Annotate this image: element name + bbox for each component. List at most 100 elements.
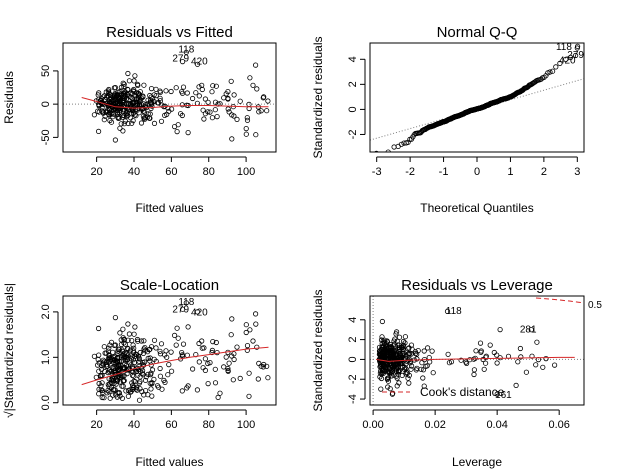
data-point	[517, 345, 524, 352]
data-point	[122, 354, 128, 360]
data-point	[121, 83, 127, 90]
data-point	[148, 86, 155, 92]
data-point	[210, 83, 216, 89]
data-point	[96, 90, 102, 96]
data-point	[128, 94, 134, 100]
data-point	[119, 101, 126, 107]
y-tick-label: 2	[347, 337, 359, 343]
data-point	[132, 73, 138, 79]
data-point	[264, 108, 270, 114]
data-point	[133, 113, 139, 119]
data-point	[163, 88, 169, 94]
data-point	[105, 387, 111, 394]
data-point	[180, 306, 186, 312]
point-annotation: 279	[567, 50, 584, 61]
plot-area	[63, 49, 276, 143]
y-tick-label: 50	[40, 65, 52, 77]
data-point	[115, 99, 121, 105]
data-point	[115, 377, 121, 383]
data-point	[255, 376, 261, 382]
data-point	[141, 338, 147, 344]
data-point	[190, 95, 196, 102]
data-point	[243, 126, 249, 132]
data-point	[137, 368, 143, 375]
data-point	[213, 339, 219, 346]
data-point	[106, 90, 112, 96]
data-point	[226, 360, 232, 366]
data-point	[201, 116, 207, 122]
data-point	[120, 80, 126, 86]
data-point	[110, 371, 116, 377]
y-tick-label: 4	[347, 56, 359, 62]
data-point	[108, 339, 115, 345]
data-point	[131, 78, 137, 84]
x-tick-label: 40	[128, 166, 140, 178]
data-point	[395, 143, 401, 149]
data-point	[130, 342, 136, 348]
data-point	[112, 353, 118, 360]
data-point	[96, 368, 102, 374]
data-point	[142, 377, 149, 383]
data-point	[115, 89, 121, 95]
data-point	[194, 387, 200, 393]
plot-box	[369, 295, 585, 406]
point-annotation: 279	[172, 305, 189, 316]
data-point	[111, 85, 118, 91]
data-point	[121, 340, 127, 346]
data-point	[253, 132, 259, 138]
data-point	[110, 392, 116, 398]
data-point	[134, 384, 140, 390]
data-point	[116, 115, 122, 121]
data-point	[444, 308, 451, 314]
data-point	[394, 375, 400, 381]
x-tick-label: 0	[474, 166, 480, 178]
data-point	[147, 92, 153, 99]
data-point	[209, 349, 215, 356]
x-tick-label: 80	[203, 166, 215, 178]
data-point	[134, 351, 140, 358]
data-point	[528, 327, 534, 333]
data-point	[180, 58, 186, 65]
data-point	[405, 345, 411, 352]
data-point	[209, 115, 215, 121]
data-point	[126, 78, 132, 84]
data-point	[145, 349, 151, 355]
data-point	[247, 327, 253, 333]
data-point	[202, 356, 208, 362]
data-point	[91, 353, 98, 359]
data-point	[540, 364, 546, 370]
plot-area	[370, 43, 584, 152]
data-point	[95, 108, 101, 114]
data-point	[138, 120, 145, 126]
data-point	[261, 361, 267, 368]
data-point	[112, 91, 118, 97]
data-point	[135, 372, 141, 378]
data-point	[158, 118, 165, 124]
data-point	[205, 380, 211, 387]
data-point	[159, 386, 165, 392]
data-point	[497, 355, 503, 361]
data-point	[396, 334, 403, 340]
x-tick-label: 1	[507, 166, 513, 178]
data-point	[393, 331, 399, 337]
data-point	[149, 380, 155, 387]
y-tick-label: -50	[40, 129, 52, 145]
y-tick-label: 4	[347, 317, 359, 323]
data-point	[392, 361, 398, 368]
cooks-contour-label: 0.5	[588, 300, 602, 311]
data-point	[391, 372, 397, 378]
data-point	[96, 325, 102, 332]
y-tick-label: -2	[347, 130, 359, 140]
plot-title: Scale-Location	[120, 277, 219, 294]
data-point	[145, 111, 151, 117]
data-point	[153, 345, 159, 351]
data-point	[98, 372, 104, 379]
data-point	[115, 348, 121, 354]
data-point	[202, 96, 208, 102]
data-point	[256, 360, 262, 366]
data-point	[243, 329, 249, 336]
data-point	[244, 117, 251, 123]
point-annotation: 279	[172, 53, 189, 64]
data-point	[398, 141, 404, 147]
